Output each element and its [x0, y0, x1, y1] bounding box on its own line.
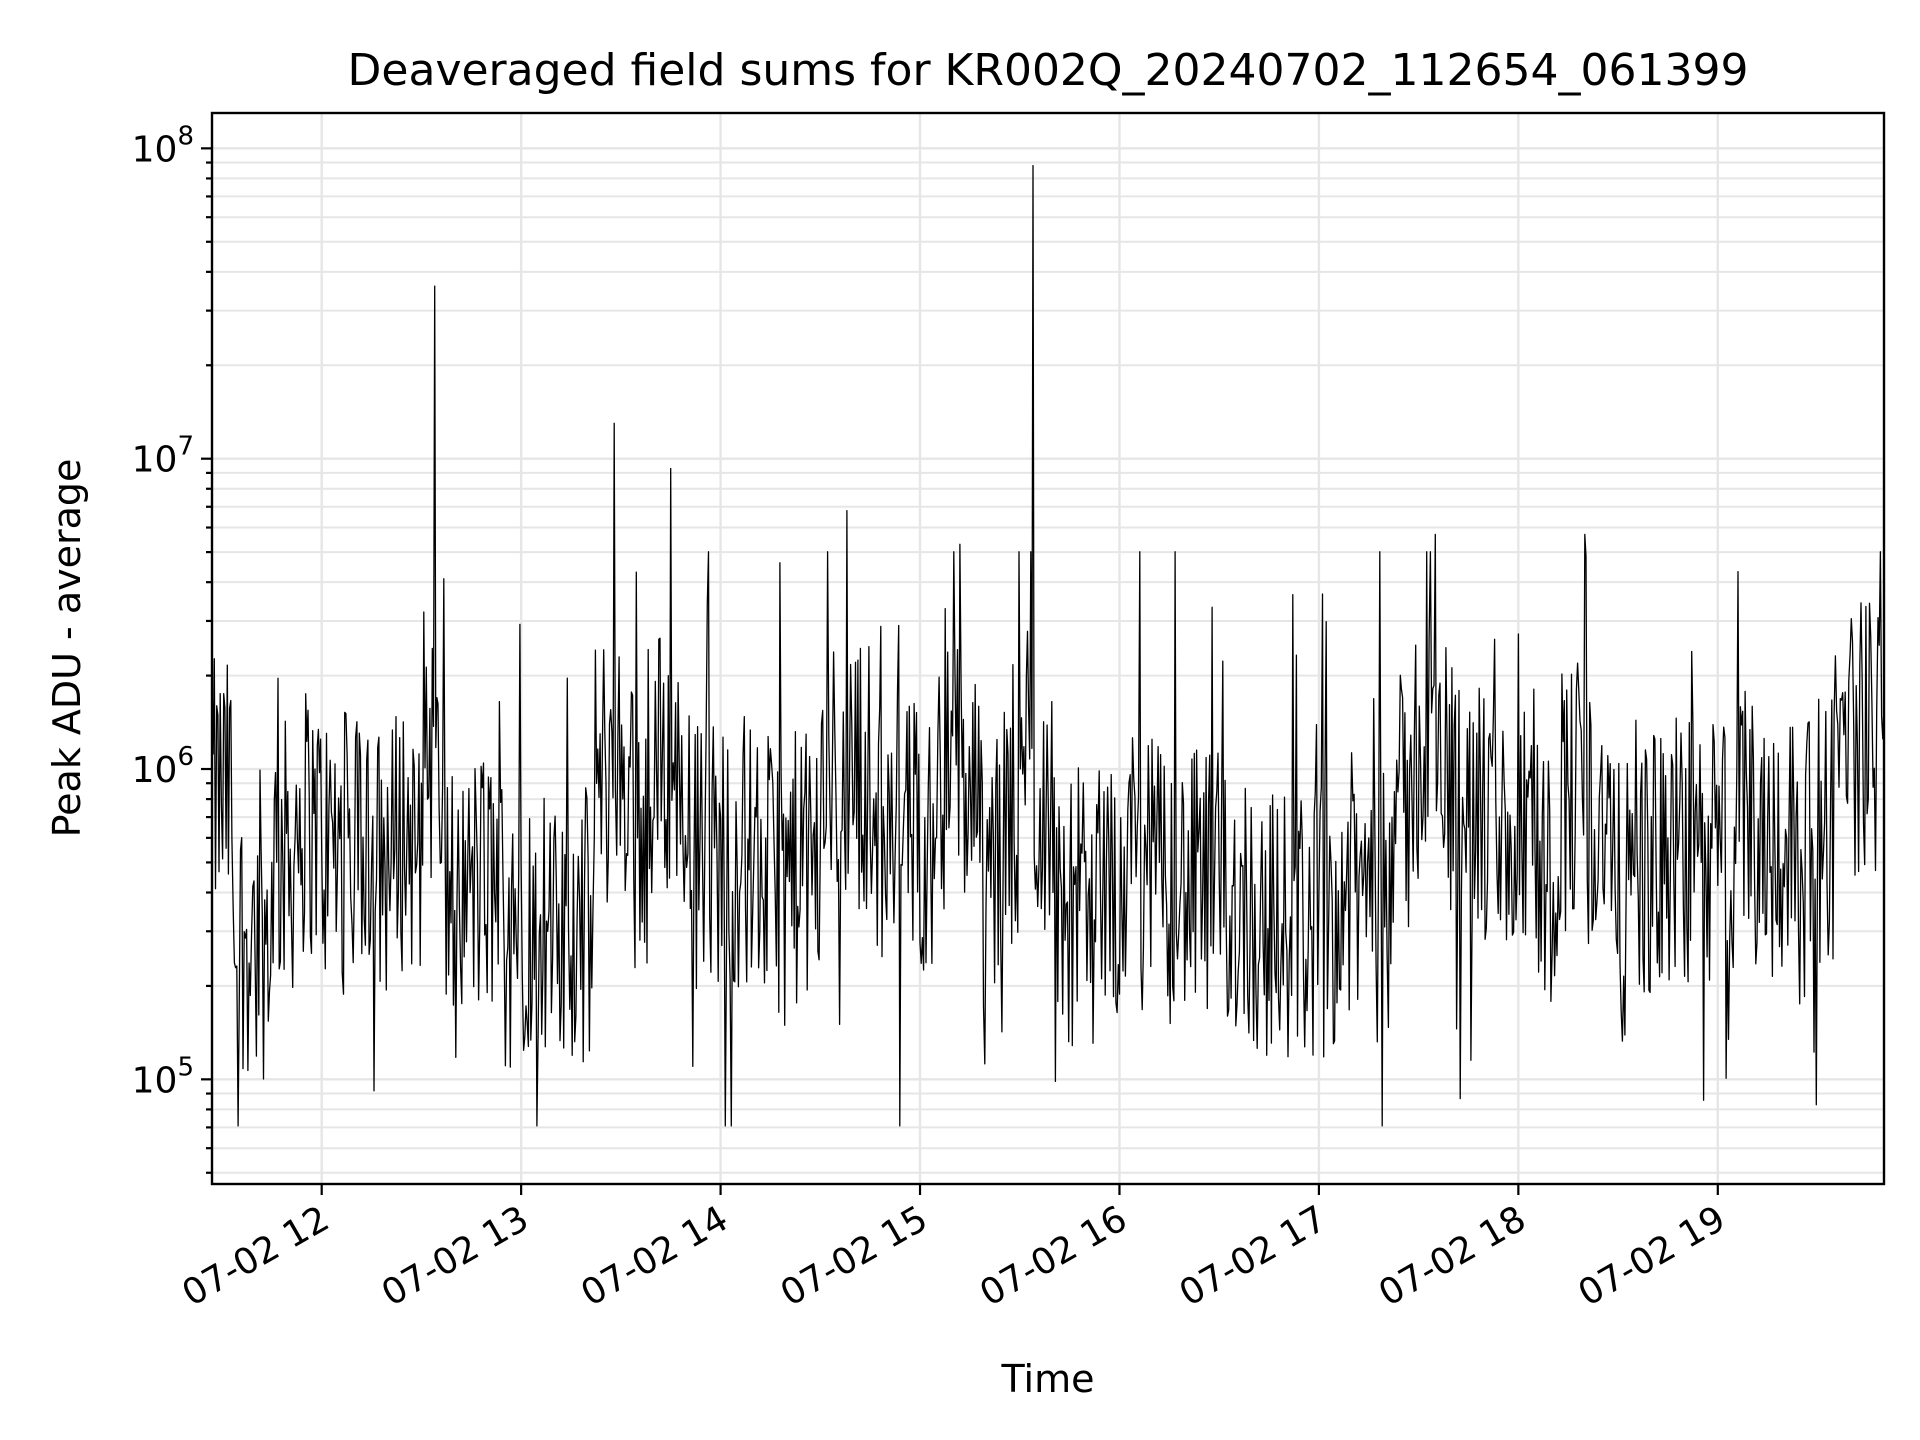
y-tick-label: 108 [132, 121, 194, 170]
y-axis-label: Peak ADU - average [45, 459, 89, 838]
series-line-0 [211, 164, 1885, 1127]
y-tick-label: 107 [132, 432, 194, 481]
chart-title: Deaveraged field sums for KR002Q_2024070… [348, 45, 1749, 96]
series-layer [211, 164, 1885, 1127]
y-tick-label: 105 [132, 1052, 194, 1101]
x-axis-label: Time [1001, 1357, 1095, 1401]
y-tick-label: 106 [132, 742, 194, 791]
plot-frame [210, 111, 1886, 1186]
